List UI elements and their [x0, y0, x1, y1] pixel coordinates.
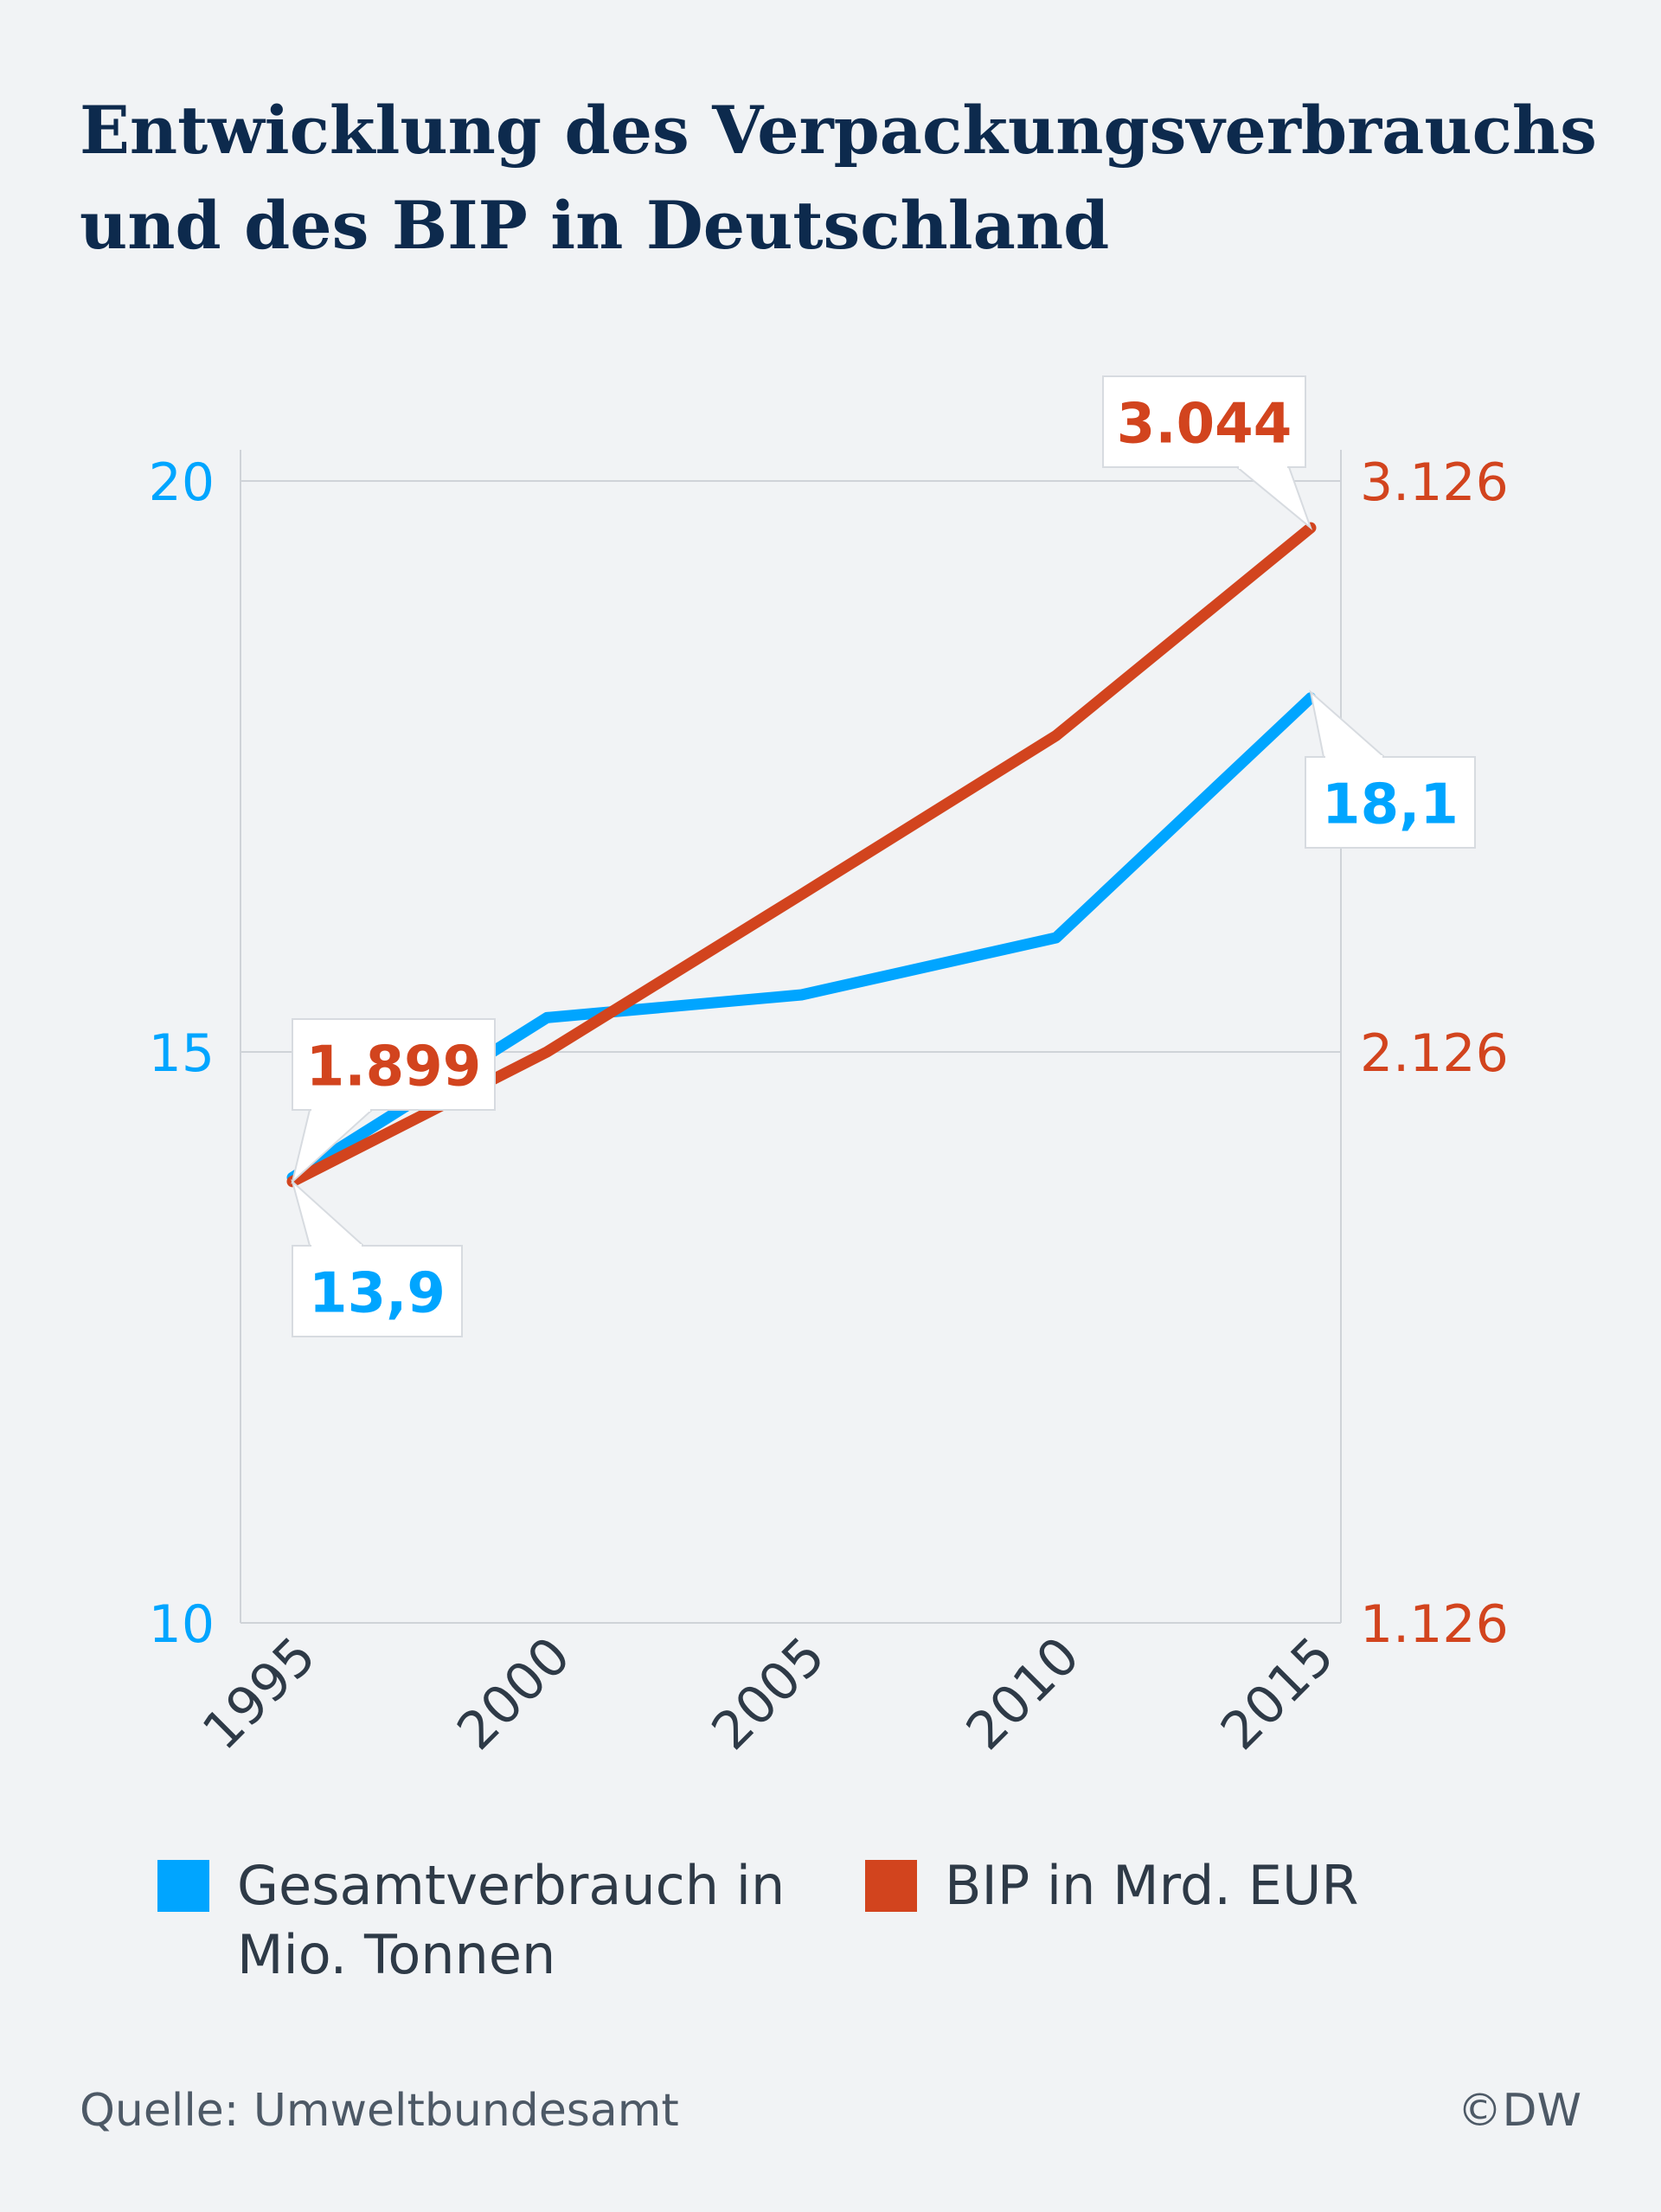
x-tick-label: 2010	[955, 1625, 1091, 1761]
data-label: 3.044	[1117, 393, 1292, 457]
chart-title-line-1: Entwicklung des Verpackungsverbrauchs	[80, 92, 1597, 169]
legend-swatch-blue	[157, 1860, 209, 1912]
legend-label-line-1: Gesamtverbrauch in	[237, 1854, 786, 1917]
data-label: 18,1	[1322, 773, 1459, 837]
legend-item-gesamtverbrauch: Gesamtverbrauch in Mio. Tonnen	[157, 1851, 850, 1990]
callout-box	[1102, 375, 1306, 468]
callout-pointer	[1235, 466, 1313, 531]
x-tick-label: 2005	[701, 1625, 837, 1761]
callout-pointer	[1309, 689, 1387, 758]
x-tick-label: 2000	[446, 1625, 581, 1761]
callout-box	[1305, 756, 1476, 849]
legend-label-gesamtverbrauch: Gesamtverbrauch in Mio. Tonnen	[237, 1851, 785, 1990]
legend-item-bip: BIP in Mrd. EUR	[865, 1851, 1557, 1920]
chart-title-line-2: und des BIP in Deutschland	[80, 187, 1110, 264]
y-left-tick-label: 10	[149, 1594, 215, 1655]
y-right-tick-label: 2.126	[1360, 1023, 1509, 1084]
data-label: 13,9	[309, 1262, 446, 1326]
y-right-tick-label: 3.126	[1360, 452, 1509, 513]
y-left-tick-label: 15	[149, 1023, 215, 1084]
callout-box	[292, 1018, 496, 1111]
x-tick-label: 2015	[1209, 1625, 1345, 1761]
y-left-tick-label: 20	[149, 452, 215, 513]
legend-label-line-2: Mio. Tonnen	[237, 1923, 556, 1986]
copyright-note: ©DW	[1457, 2085, 1581, 2137]
source-note: Quelle: Umweltbundesamt	[80, 2085, 679, 2137]
legend-swatch-red	[865, 1860, 917, 1912]
y-right-tick-label: 1.126	[1360, 1594, 1509, 1655]
data-label: 1.899	[306, 1035, 481, 1100]
callout-pointer	[291, 1178, 366, 1247]
legend-label-bip: BIP in Mrd. EUR	[945, 1854, 1359, 1917]
chart-title: Entwicklung des Verpackungsverbrauchs un…	[80, 83, 1619, 273]
callout-box	[292, 1245, 463, 1337]
